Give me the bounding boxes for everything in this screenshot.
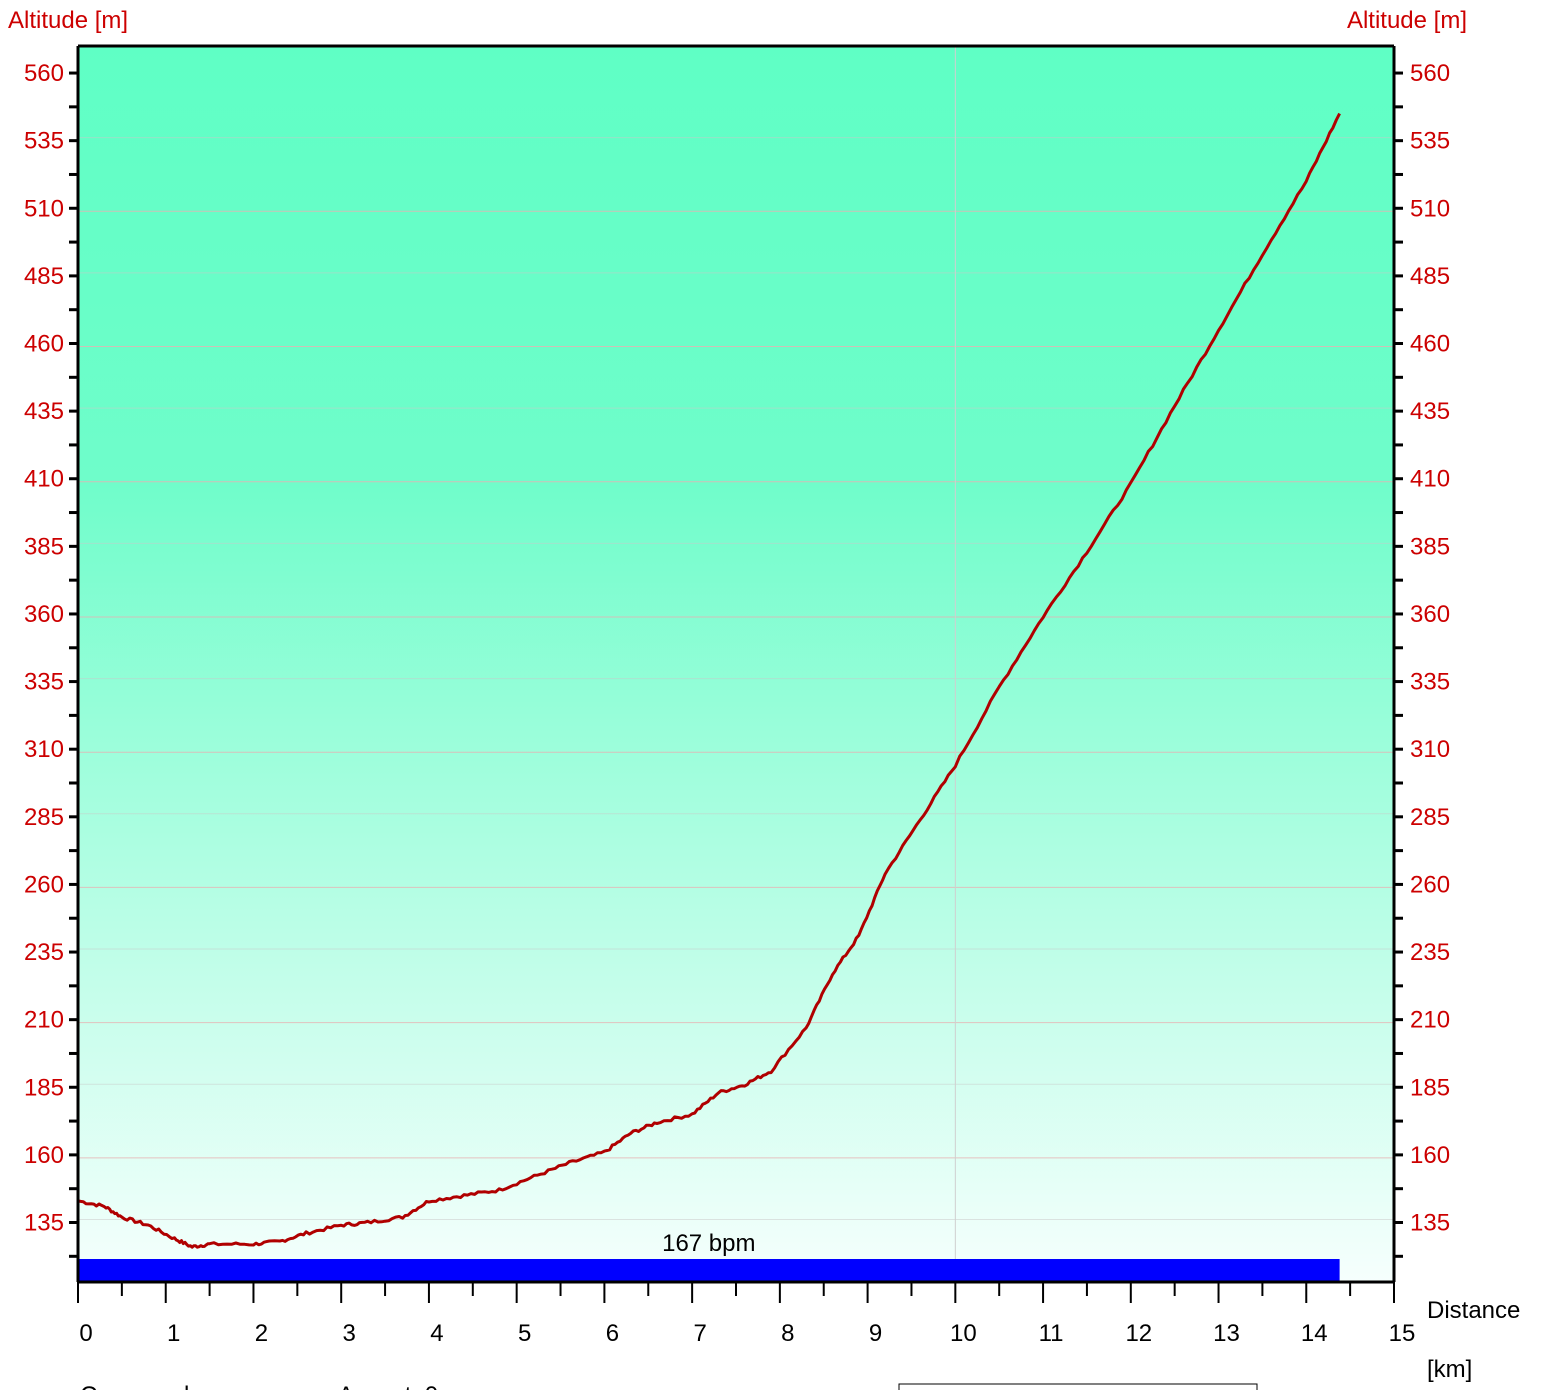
- y-tick-label-right: 485: [1410, 263, 1450, 290]
- y-tick-label-right: 435: [1410, 398, 1450, 425]
- y-tick-label-right: 160: [1410, 1142, 1450, 1169]
- y-axis-right: 135 160 185 210 235 260 285 310 335 360 385 410 435 4…: [1394, 60, 1450, 1258]
- ascent-readout: Ascent: 0 m: [338, 1382, 465, 1390]
- y-tick-label-left: 460: [24, 331, 64, 358]
- x-tick-label: 3: [343, 1320, 356, 1347]
- x-tick-label: 4: [430, 1320, 443, 1347]
- y-tick-label-left: 335: [24, 669, 64, 696]
- y-tick-label-right: 210: [1410, 1007, 1450, 1034]
- y-tick-label-left: 385: [24, 533, 64, 560]
- y-tick-label-left: 435: [24, 398, 64, 425]
- x-tick-label: 5: [518, 1320, 531, 1347]
- x-tick-label: 7: [693, 1320, 706, 1347]
- y-tick-label-left: 135: [24, 1209, 64, 1236]
- x-axis-unit: [km]: [1427, 1356, 1472, 1383]
- x-axis-label: Distance: [1427, 1297, 1520, 1324]
- heart-rate-bar: [78, 1259, 1340, 1281]
- y-tick-label-left: 185: [24, 1074, 64, 1101]
- x-tick-label: 12: [1125, 1320, 1152, 1347]
- y-axis-right-label: Altitude [m]: [1347, 7, 1467, 34]
- y-tick-label-left: 560: [24, 60, 64, 87]
- y-tick-label-right: 310: [1410, 736, 1450, 763]
- heart-rate-label: 167 bpm: [662, 1230, 755, 1257]
- y-tick-label-right: 260: [1410, 871, 1450, 898]
- x-tick-label: 0: [79, 1320, 92, 1347]
- y-tick-label-right: 360: [1410, 601, 1450, 628]
- altitude-series: [77, 112, 1341, 1249]
- altitude-line: [77, 112, 1341, 1249]
- cursor-info-box: [898, 1383, 1258, 1390]
- y-tick-label-left: 535: [24, 128, 64, 155]
- y-tick-label-right: 285: [1410, 804, 1450, 831]
- x-tick-label: 2: [255, 1320, 268, 1347]
- y-tick-label-left: 485: [24, 263, 64, 290]
- y-tick-label-right: 510: [1410, 195, 1450, 222]
- grid-lines: [78, 46, 1394, 1282]
- heart-rate-band: 167 bpm: [78, 1230, 1340, 1281]
- y-tick-label-right: 335: [1410, 669, 1450, 696]
- y-tick-label-left: 360: [24, 601, 64, 628]
- y-tick-label-right: 385: [1410, 533, 1450, 560]
- y-tick-label-left: 210: [24, 1007, 64, 1034]
- y-tick-label-left: 160: [24, 1142, 64, 1169]
- y-tick-label-right: 135: [1410, 1209, 1450, 1236]
- x-tick-label: 8: [781, 1320, 794, 1347]
- x-tick-label: 1: [167, 1320, 180, 1347]
- x-tick-label: 14: [1301, 1320, 1328, 1347]
- y-tick-label-right: 535: [1410, 128, 1450, 155]
- x-tick-label: 11: [1039, 1320, 1064, 1347]
- y-axis-left: 135 160 185 210 235 260 285 310 335 360 385 410 435 4…: [24, 60, 78, 1258]
- y-tick-label-right: 235: [1410, 939, 1450, 966]
- y-tick-label-right: 460: [1410, 331, 1450, 358]
- y-tick-label-right: 410: [1410, 466, 1450, 493]
- plot-background: [78, 46, 1394, 1282]
- y-axis-left-label: Altitude [m]: [8, 7, 128, 34]
- y-tick-label-left: 310: [24, 736, 64, 763]
- x-tick-label: 6: [606, 1320, 619, 1347]
- y-tick-label-left: 410: [24, 466, 64, 493]
- x-tick-label: 10: [950, 1320, 977, 1347]
- x-axis: 0 1 2 3 4 5 6 7 8 9 10 11 12 13 14 15: [77, 1282, 1416, 1347]
- y-tick-label-right: 560: [1410, 60, 1450, 87]
- cursor-values-label: Cursor values: [80, 1382, 228, 1390]
- y-tick-label-left: 510: [24, 195, 64, 222]
- x-tick-label: 9: [869, 1320, 882, 1347]
- x-tick-label: 13: [1213, 1320, 1240, 1347]
- y-tick-label-left: 285: [24, 804, 64, 831]
- y-tick-label-left: 235: [24, 939, 64, 966]
- x-tick-label: 15: [1389, 1320, 1416, 1347]
- y-tick-label-right: 185: [1410, 1074, 1450, 1101]
- y-tick-label-left: 260: [24, 871, 64, 898]
